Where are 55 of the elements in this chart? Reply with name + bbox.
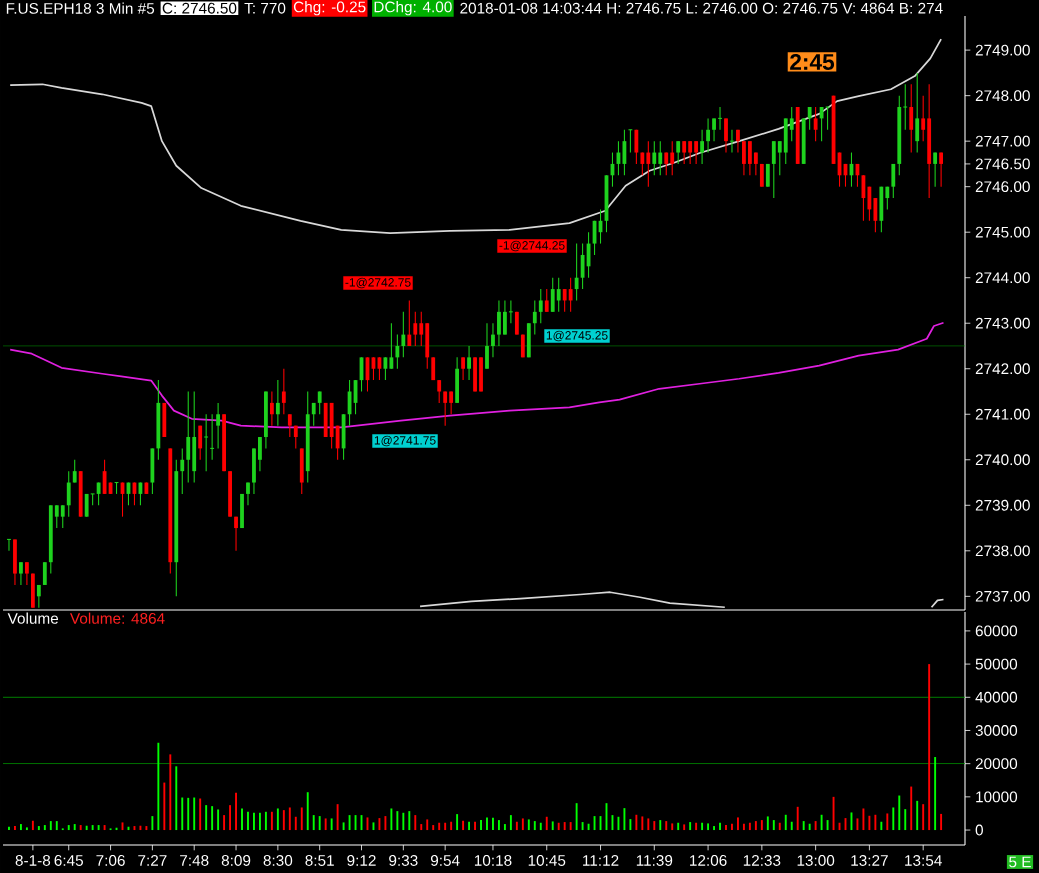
y-tick-label: 2738.00 — [975, 545, 1030, 557]
y-tick-label: 2745.00 — [975, 226, 1030, 238]
x-tick-label: 6:45 — [54, 855, 84, 866]
y-tick-label: 2741.00 — [975, 408, 1030, 420]
x-tick-label: 9:12 — [347, 855, 376, 866]
y-tick-label: 2748.00 — [975, 90, 1030, 102]
annotation: 1@2745.25 — [546, 330, 608, 342]
x-tick-label: 12:33 — [743, 855, 781, 866]
annotation: 1@2741.75 — [374, 435, 436, 447]
y-tick-label: 2749.00 — [975, 44, 1030, 56]
y-tick-label: 2746.00 — [975, 181, 1030, 193]
y-tick-label: 2740.00 — [975, 454, 1030, 466]
x-tick-label: 7:27 — [138, 855, 167, 866]
x-tick-label: 10:45 — [528, 855, 566, 866]
x-tick-label: 8:30 — [263, 855, 293, 866]
y-tick-label: 10000 — [976, 791, 1018, 803]
y-tick-label: 2742.00 — [975, 363, 1030, 375]
y-tick-label: 50000 — [975, 658, 1018, 670]
x-tick-label: 8:51 — [305, 855, 334, 866]
x-tick-label: 8:09 — [221, 855, 251, 866]
x-tick-label: 8-1-8 — [15, 855, 51, 866]
x-tick-label: 11:12 — [583, 855, 619, 866]
text: 5 E — [1009, 856, 1031, 868]
y-tick-label: 2743.00 — [975, 317, 1030, 329]
y-tick-label: 40000 — [975, 691, 1018, 703]
x-tick-label: 10:18 — [474, 855, 512, 866]
chart-title: F.US.EPH18 3 Min #5 — [6, 2, 155, 14]
text: T: 770 — [244, 2, 286, 14]
x-tick-label: 13:54 — [905, 855, 942, 866]
y-tick-label: 2744.00 — [975, 272, 1030, 284]
x-tick-label: 11:39 — [636, 855, 673, 866]
annotation: 2:45 — [790, 53, 835, 71]
y-tick-label: 0 — [975, 824, 983, 836]
x-tick-label: 9:54 — [430, 855, 460, 866]
x-tick-label: 7:48 — [180, 855, 209, 866]
y-tick-label: 2739.00 — [975, 499, 1030, 511]
y-tick-label: 2746.50 — [975, 158, 1030, 170]
text: DChg: 4.00 — [374, 1, 452, 16]
text: Chg: -0.25 — [293, 1, 366, 16]
y-tick-label: 30000 — [975, 725, 1018, 736]
x-tick-label: 13:00 — [797, 855, 835, 866]
x-tick-label: 7:06 — [96, 855, 125, 866]
y-tick-label: 20000 — [975, 758, 1018, 770]
chart-title: Volume — [7, 612, 59, 624]
annotation: -1@2744.25 — [499, 240, 565, 252]
chart-subtitle: Volume: 4864 — [70, 612, 165, 624]
y-tick-label: 60000 — [975, 625, 1018, 637]
x-tick-label: 12:06 — [690, 855, 727, 866]
x-tick-label: 13:27 — [851, 855, 888, 866]
y-tick-label: 2737.00 — [975, 590, 1030, 602]
x-tick-label: 9:33 — [389, 855, 418, 866]
y-tick-label: 2747.00 — [975, 135, 1030, 147]
text: C: 2746.50 — [162, 2, 237, 14]
annotation: -1@2742.75 — [345, 277, 411, 289]
text: 2018-01-08 14:03:44 H: 2746.75 L: 2746.00 O: 2746.75 V: 4864 B: 274 — [460, 2, 943, 14]
